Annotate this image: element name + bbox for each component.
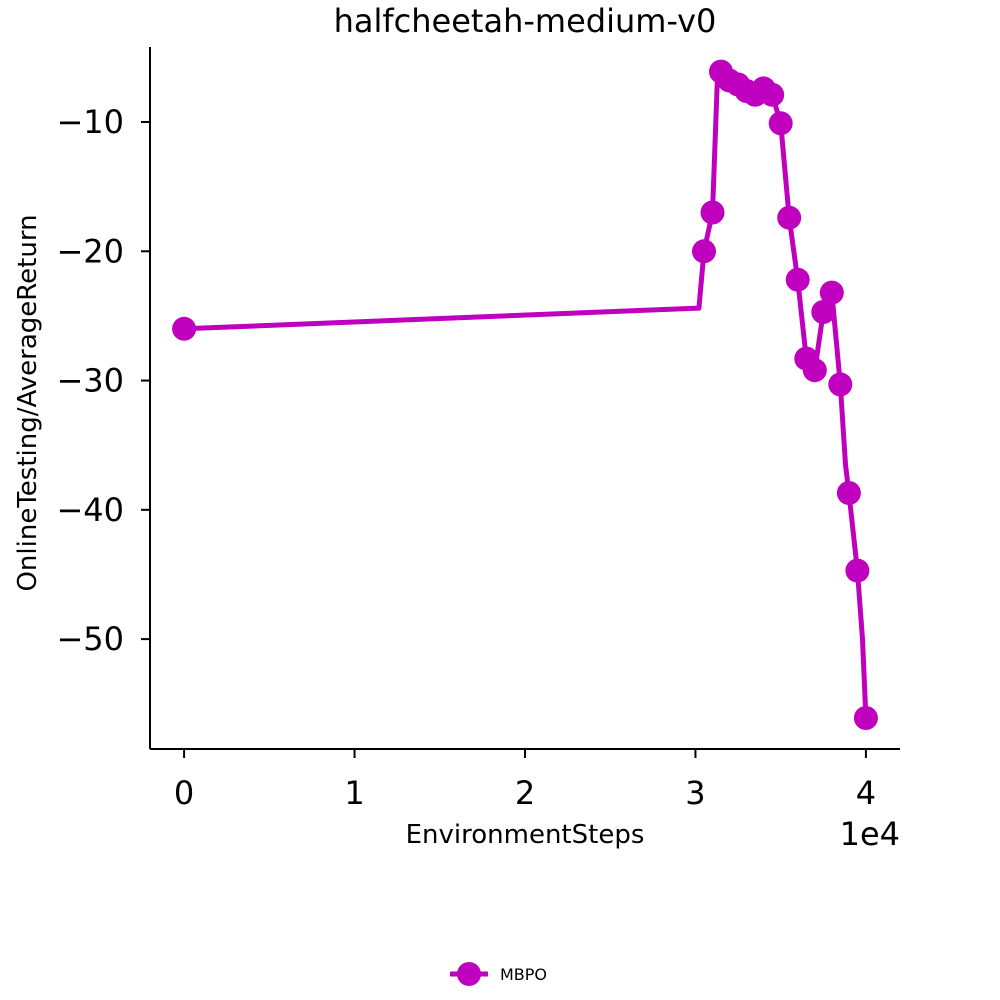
x-tick-label: 2 [515,774,535,812]
y-tick-label: −50 [56,620,124,658]
legend: MBPO [450,962,547,986]
data-point [853,706,878,730]
y-tick-label: −10 [56,103,124,141]
legend-marker [457,962,481,986]
legend-label: MBPO [500,965,547,984]
x-tick-label: 4 [856,774,876,812]
data-point [768,111,793,136]
x-tick-label: 1 [344,774,364,812]
axes: 0 1 2 3 4 −10 −20 −30 −40 −50 [56,47,900,812]
x-axis-label: EnvironmentSteps [406,820,645,850]
data-point [777,205,802,230]
data-point [819,280,844,305]
data-point [811,300,836,324]
plot-area [172,59,878,730]
data-point [802,358,827,383]
data-point [760,82,785,107]
x-tick-label: 3 [685,774,705,812]
y-axis-label: OnlineTesting/AverageReturn [13,214,43,591]
data-point [692,239,716,264]
x-axis-offset-text: 1e4 [840,815,900,853]
y-tick-label: −30 [56,362,124,400]
data-point [836,481,861,505]
data-point [845,558,870,583]
chart-title: halfcheetah-medium-v0 [334,2,717,40]
y-tick-label: −40 [56,491,124,529]
x-tick-label: 0 [174,774,194,812]
y-tick-label: −20 [56,232,124,270]
data-point [785,267,810,292]
series-line-mbpo [181,69,869,721]
data-point [172,316,197,341]
data-point [828,372,853,397]
data-point [700,200,725,225]
